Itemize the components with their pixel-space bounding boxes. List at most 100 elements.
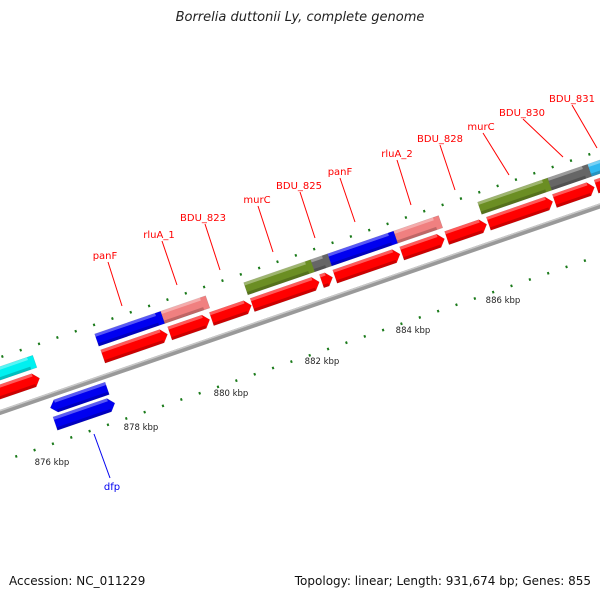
gene-highlight <box>100 329 161 353</box>
minor-tick <box>308 353 312 357</box>
label-leader <box>482 132 510 176</box>
minor-tick <box>477 190 481 194</box>
gene-label-BDU_823[interactable]: BDU_823 <box>180 213 226 224</box>
minor-tick <box>386 222 389 226</box>
gene-highlight <box>243 261 306 286</box>
gene-label-BDU_830[interactable]: BDU_830 <box>499 108 545 119</box>
gene-labels: panF rluA_1 BDU_823 murC BDU_825 panF rl… <box>93 94 595 493</box>
gene-feature[interactable] <box>485 195 555 231</box>
gene-highlight <box>587 134 600 168</box>
gene-shadow <box>330 242 393 267</box>
minor-tick <box>0 354 4 358</box>
label-leader <box>522 118 564 158</box>
label-leader <box>257 205 274 253</box>
minor-tick <box>349 234 353 238</box>
gene-shadow <box>253 287 316 312</box>
gene-highlight <box>167 315 203 330</box>
minor-tick <box>19 348 23 352</box>
minor-tick <box>56 336 59 340</box>
gene-feature[interactable] <box>52 397 117 431</box>
gene-feature[interactable] <box>208 299 253 326</box>
gene-label-murC[interactable]: murC <box>243 195 270 206</box>
minor-tick <box>184 291 188 295</box>
scale-label: 876 kbp <box>35 458 70 468</box>
scale-label: 878 kbp <box>124 423 159 433</box>
label-leader <box>93 433 111 479</box>
gene-feature[interactable] <box>160 295 211 324</box>
gene-feature[interactable] <box>587 132 600 177</box>
gene-feature[interactable] <box>332 248 403 284</box>
gene-label-panF-2[interactable]: panF <box>328 167 353 178</box>
gene-label-rluA_2[interactable]: rluA_2 <box>381 149 412 160</box>
gene-highlight <box>209 300 245 316</box>
gene-shadow <box>56 408 112 431</box>
gene-feature[interactable] <box>593 149 600 194</box>
gene-label-BDU_825[interactable]: BDU_825 <box>276 181 322 192</box>
gene-highlight <box>250 277 313 302</box>
gene-feature[interactable] <box>551 181 596 208</box>
genome-axis-highlight <box>0 133 600 428</box>
gene-feature[interactable] <box>100 328 170 364</box>
minor-tick <box>510 284 513 288</box>
gene-highlight <box>327 232 389 257</box>
genome-summary-text: Topology: linear; Length: 931,674 bp; Ge… <box>294 574 591 588</box>
gene-label-dfp[interactable]: dfp <box>104 482 120 493</box>
gene-feature[interactable] <box>249 275 322 312</box>
minor-tick <box>459 197 463 201</box>
gene-feature[interactable] <box>399 232 447 261</box>
minor-tick <box>400 322 403 326</box>
minor-tick <box>111 317 114 321</box>
minor-tick <box>51 442 55 446</box>
gene-shadow <box>480 189 547 215</box>
gene-shadow <box>171 325 207 341</box>
gene-label-rluA_1[interactable]: rluA_1 <box>143 230 174 241</box>
minor-tick <box>179 398 183 402</box>
gene-feature[interactable] <box>319 271 335 289</box>
gene-highlight <box>0 373 33 420</box>
gene-feature[interactable] <box>0 354 38 414</box>
minor-tick <box>92 323 96 327</box>
gene-label-panF[interactable]: panF <box>93 251 118 262</box>
gene-label-lines <box>93 104 598 479</box>
gene-shadow <box>550 175 587 191</box>
minor-tick <box>381 328 385 332</box>
minor-tick <box>161 404 165 408</box>
minor-tick <box>239 272 243 276</box>
gene-feature[interactable] <box>48 381 110 414</box>
gene-highlight <box>310 255 323 263</box>
gene-feature[interactable] <box>0 372 42 431</box>
gene-feature[interactable] <box>444 218 489 245</box>
minor-tick <box>422 209 426 213</box>
minor-tick <box>143 410 146 414</box>
scale-label: 886 kbp <box>486 296 521 306</box>
gene-shadow <box>212 311 249 326</box>
minor-tick <box>565 265 568 269</box>
gene-label-BDU_828[interactable]: BDU_828 <box>417 134 463 145</box>
gene-feature[interactable] <box>393 215 444 244</box>
minor-tick <box>271 366 275 370</box>
gene-shadow <box>336 259 397 284</box>
label-leader <box>161 240 178 286</box>
label-leader <box>396 159 412 206</box>
minor-tick <box>363 334 367 338</box>
minor-tick <box>583 259 587 263</box>
genome-track <box>0 132 600 458</box>
gene-highlight <box>319 272 326 278</box>
gene-label-BDU_831[interactable]: BDU_831 <box>549 94 595 105</box>
label-leader <box>204 223 221 271</box>
gene-highlight <box>399 234 438 250</box>
minor-tick <box>216 385 220 389</box>
gene-label-murC-2[interactable]: murC <box>467 122 494 133</box>
gene-feature[interactable] <box>167 313 212 341</box>
minor-tick <box>551 165 554 169</box>
scale-label: 880 kbp <box>214 389 249 399</box>
minor-tick <box>221 279 224 283</box>
gene-highlight <box>94 313 156 337</box>
gene-shadow <box>403 244 442 261</box>
gene-shadow <box>396 226 438 244</box>
minor-tick <box>69 435 73 439</box>
minor-tick <box>404 216 408 220</box>
minor-tick <box>106 423 110 427</box>
